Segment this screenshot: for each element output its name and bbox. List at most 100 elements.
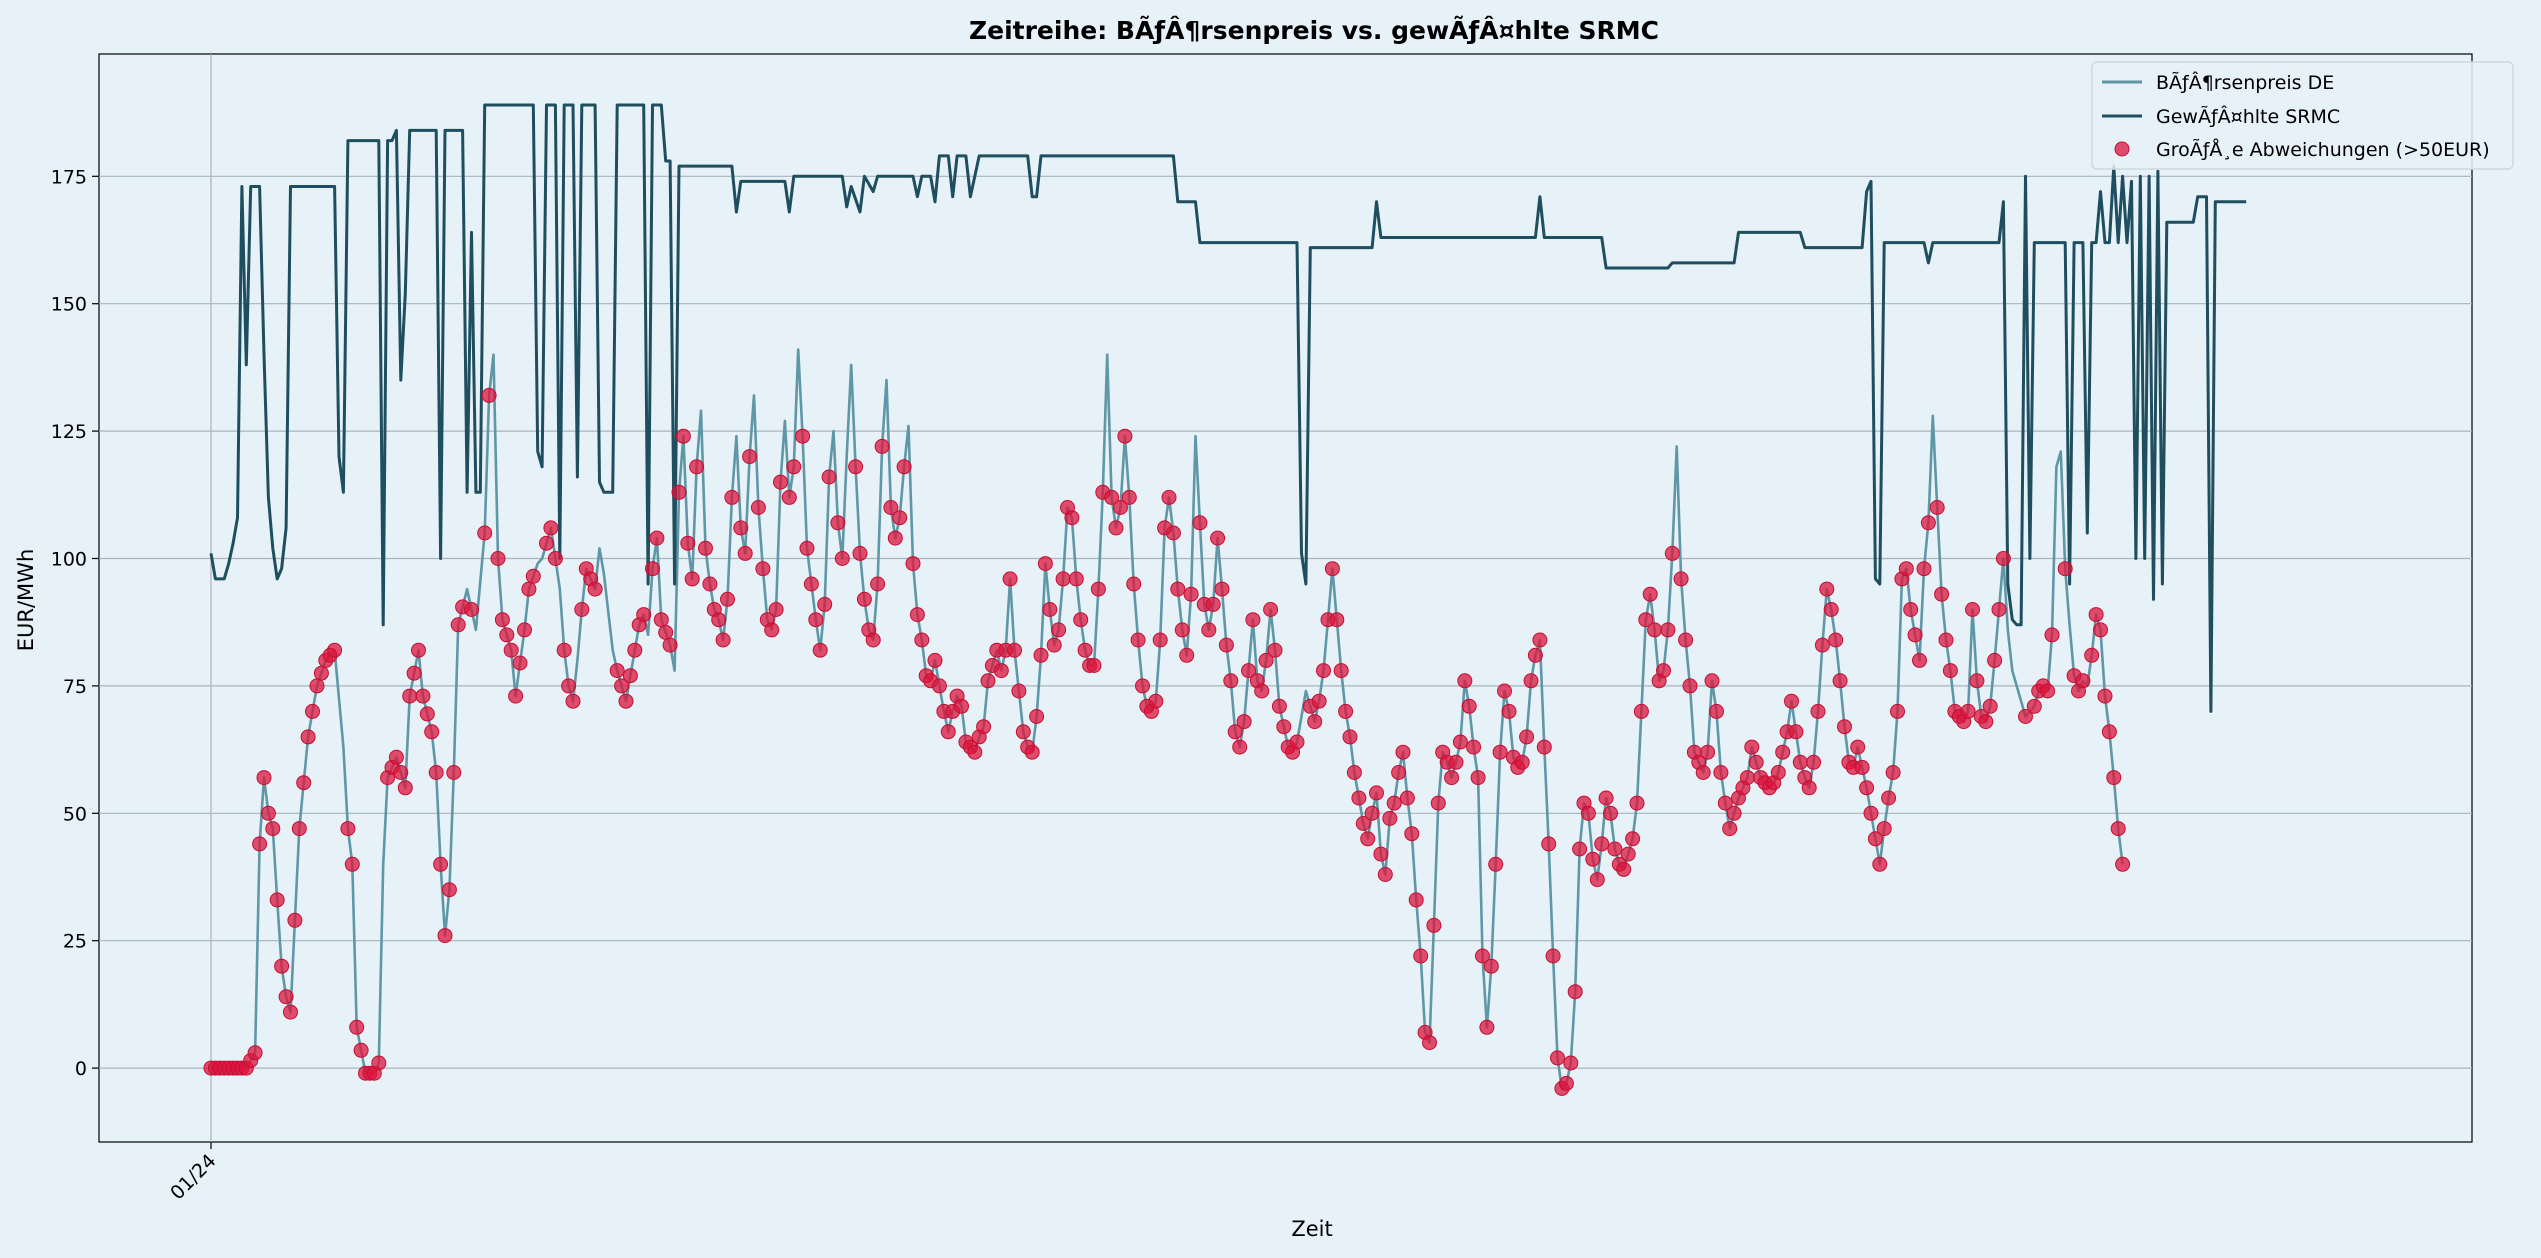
deviation-point <box>1386 795 1402 811</box>
deviation-point <box>675 428 691 444</box>
deviation-point <box>1497 683 1512 699</box>
plot-background <box>98 53 2473 1143</box>
y-tick-label: 50 <box>63 803 87 825</box>
deviation-point <box>1413 948 1429 964</box>
deviation-point <box>1607 841 1623 857</box>
legend-label-deviation: GroÃƒÅ¸e Abweichungen (>50EUR) <box>2156 138 2490 161</box>
deviation-point <box>1656 663 1671 679</box>
deviation-point <box>1748 754 1764 770</box>
deviation-point <box>1898 561 1914 577</box>
deviation-point <box>1633 703 1649 719</box>
deviation-point <box>269 892 285 908</box>
deviation-point <box>1452 734 1468 750</box>
deviation-point <box>1638 612 1654 628</box>
deviation-point <box>1938 632 1954 648</box>
deviation-point <box>1823 602 1839 617</box>
y-tick-label: 100 <box>51 549 87 571</box>
y-tick-label: 125 <box>51 421 87 443</box>
deviation-point <box>768 602 784 617</box>
deviation-point <box>1987 652 2003 668</box>
deviation-point <box>1982 698 1998 714</box>
deviation-point <box>680 535 696 551</box>
deviation-point <box>1316 663 1331 679</box>
deviation-point <box>1170 581 1186 597</box>
deviation-point <box>349 1019 365 1035</box>
deviation-point <box>340 821 356 837</box>
deviation-point <box>1682 678 1698 694</box>
deviation-point <box>1051 622 1067 638</box>
deviation-point <box>1307 714 1323 730</box>
deviation-point <box>424 724 440 740</box>
deviation-point <box>1629 795 1645 811</box>
deviation-point <box>786 459 802 475</box>
deviation-point <box>781 489 797 505</box>
deviation-point <box>742 449 758 465</box>
legend: BÃƒÂ¶rsenpreis DE GewÃƒÂ¤hlte SRMC GroÃƒ… <box>2091 61 2514 170</box>
plot-area <box>98 53 2473 1143</box>
deviation-point <box>1969 673 1985 689</box>
deviation-point <box>896 459 912 475</box>
deviation-point <box>856 591 872 607</box>
deviation-point <box>287 912 303 928</box>
deviation-point <box>1165 525 1181 541</box>
deviation-point <box>1135 678 1150 694</box>
deviation-point <box>1501 703 1517 719</box>
deviation-point <box>1558 1075 1574 1091</box>
deviation-point <box>406 665 422 681</box>
deviation-point <box>1227 724 1243 740</box>
deviation-point <box>874 438 890 454</box>
deviation-point <box>1642 586 1658 602</box>
deviation-point <box>1616 861 1632 877</box>
deviation-point <box>1241 663 1256 679</box>
deviation-point <box>2088 607 2104 623</box>
deviation-point <box>1700 744 1716 760</box>
deviation-point <box>1466 739 1482 755</box>
deviation-point <box>291 821 307 837</box>
deviation-point <box>1519 729 1535 745</box>
deviation-point <box>2115 856 2131 872</box>
deviation-point <box>525 568 541 584</box>
deviation-point <box>1271 698 1287 714</box>
deviation-point <box>1890 703 1905 719</box>
deviation-point <box>1995 551 2011 566</box>
deviation-point <box>1276 719 1292 735</box>
deviation-point <box>521 581 537 597</box>
deviation-point <box>711 612 727 628</box>
deviation-point <box>1580 805 1596 821</box>
deviation-point <box>1430 795 1446 811</box>
deviation-point <box>1046 637 1062 653</box>
deviation-point <box>1355 816 1371 831</box>
deviation-point <box>1810 703 1826 719</box>
deviation-point <box>327 642 343 658</box>
deviation-point <box>1912 652 1927 668</box>
deviation-point <box>1806 754 1822 770</box>
deviation-point <box>1338 703 1354 719</box>
deviation-point <box>490 551 506 566</box>
deviation-point <box>1479 1019 1495 1035</box>
deviation-point <box>1179 647 1195 663</box>
deviation-point <box>1876 821 1892 837</box>
deviation-point <box>1784 693 1799 709</box>
deviation-point <box>574 602 590 617</box>
deviation-point <box>733 520 749 536</box>
deviation-point <box>1011 683 1027 699</box>
deviation-point <box>1192 515 1208 531</box>
deviation-point <box>1801 780 1817 796</box>
deviation-point <box>1377 867 1393 882</box>
deviation-point <box>1788 724 1804 740</box>
deviation-point <box>1289 734 1305 750</box>
deviation-point <box>909 607 925 623</box>
deviation-point <box>1086 658 1102 673</box>
deviation-point <box>1536 739 1552 755</box>
deviation-point <box>702 576 718 592</box>
deviation-point <box>1373 846 1389 862</box>
deviation-point <box>477 525 493 541</box>
deviation-point <box>1673 571 1689 587</box>
deviation-point <box>1594 836 1610 852</box>
deviation-point <box>1709 703 1724 719</box>
deviation-point <box>1258 652 1274 668</box>
deviation-point <box>865 632 881 648</box>
deviation-point <box>419 706 435 722</box>
deviation-point <box>296 775 312 791</box>
deviation-point <box>755 561 771 577</box>
